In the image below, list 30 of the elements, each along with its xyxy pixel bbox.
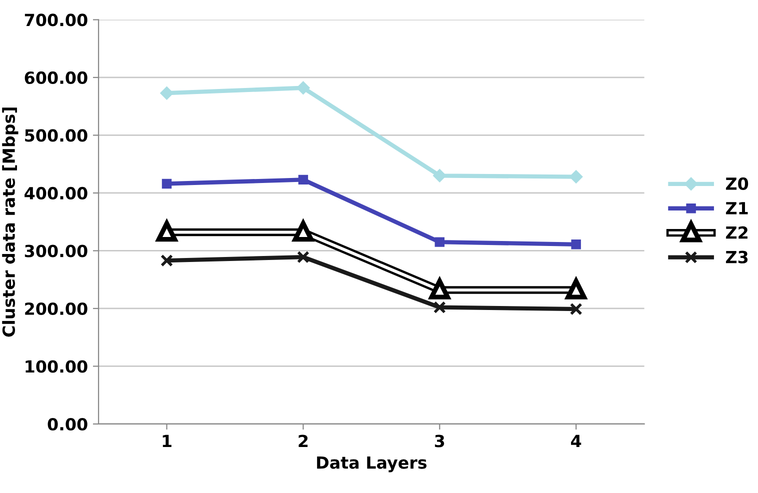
y-tick-label: 200.00 <box>25 302 88 316</box>
x-tick-label: 4 <box>571 434 582 448</box>
point <box>162 178 172 189</box>
point <box>160 86 174 100</box>
y-tick-label: 300.00 <box>24 244 88 258</box>
y-tick-label: 600.00 <box>24 71 88 84</box>
point <box>298 174 308 185</box>
y-axis-title: Cluster data rate [Mbps] <box>2 108 18 337</box>
point <box>433 301 446 314</box>
y-tick-label: 100.00 <box>26 360 88 373</box>
point <box>160 254 174 267</box>
x-tick-label: 2 <box>298 434 308 448</box>
x-tick-label: 3 <box>434 434 444 448</box>
point <box>433 169 446 182</box>
legend-label: Z2 <box>726 226 748 239</box>
x-tick-label: 1 <box>162 434 172 448</box>
y-tick-label: 0.00 <box>48 418 88 431</box>
y-tick-label: 500.00 <box>25 129 88 142</box>
legend-label: Z3 <box>726 250 748 264</box>
point <box>296 81 310 94</box>
point <box>569 170 583 184</box>
point <box>434 237 444 247</box>
legend-label: Z1 <box>726 202 748 214</box>
point <box>570 302 582 316</box>
y-tick-label: 400.00 <box>24 186 88 200</box>
point <box>571 240 581 250</box>
legend-label: Z0 <box>726 177 748 190</box>
x-axis-title: Data Layers <box>317 456 427 472</box>
point <box>296 250 310 264</box>
y-tick-label: 700.00 <box>24 14 88 26</box>
